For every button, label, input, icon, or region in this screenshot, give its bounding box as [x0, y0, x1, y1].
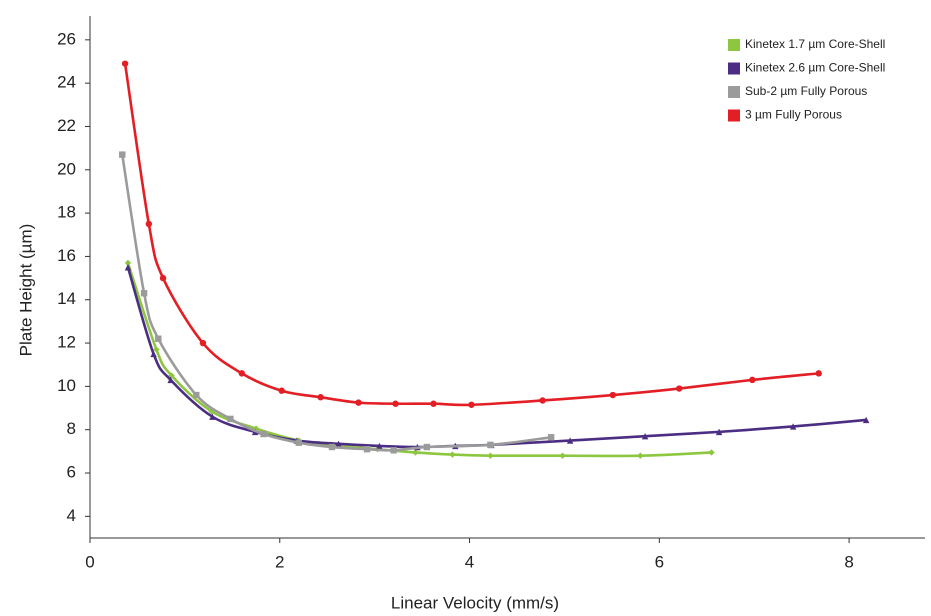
- point: [227, 415, 234, 423]
- x-tick-label: 0: [85, 552, 94, 571]
- y-tick-label: 12: [57, 333, 76, 352]
- y-tick-label: 16: [57, 246, 76, 265]
- curve: [123, 63, 819, 407]
- point: [815, 370, 822, 377]
- x-tick-label: 4: [465, 552, 474, 571]
- point: [260, 430, 267, 438]
- point: [430, 400, 437, 407]
- y-tick-label: 18: [57, 203, 76, 222]
- point: [317, 394, 324, 401]
- point: [167, 376, 174, 384]
- x-tick-label: 6: [655, 552, 664, 571]
- point: [641, 432, 649, 440]
- point: [390, 447, 397, 454]
- y-tick-label: 14: [57, 289, 76, 308]
- point: [637, 452, 644, 459]
- legend-label: Sub-2 µm Fully Porous: [745, 84, 867, 98]
- point: [423, 443, 431, 451]
- point: [193, 391, 200, 399]
- point: [539, 397, 546, 404]
- point: [376, 442, 383, 450]
- y-tick-label: 4: [67, 506, 76, 525]
- point: [119, 151, 126, 158]
- x-axis-title: Linear Velocity (mm/s): [391, 593, 559, 612]
- point: [355, 399, 362, 406]
- curve: [120, 154, 552, 452]
- point: [335, 440, 342, 447]
- point: [124, 259, 132, 267]
- point: [121, 60, 129, 67]
- point: [468, 401, 475, 408]
- point: [862, 416, 870, 424]
- point: [708, 449, 715, 456]
- point: [140, 290, 148, 297]
- point: [278, 387, 285, 394]
- point: [566, 437, 574, 444]
- point: [124, 264, 132, 271]
- point: [547, 434, 555, 441]
- point: [199, 339, 207, 347]
- point: [392, 400, 399, 407]
- point: [449, 451, 456, 458]
- legend-swatch: [728, 86, 740, 98]
- point: [155, 335, 162, 342]
- point: [559, 452, 566, 459]
- y-tick-label: 20: [57, 159, 76, 178]
- point: [295, 439, 302, 446]
- point: [412, 449, 419, 456]
- point: [487, 441, 494, 449]
- y-tick-label: 22: [57, 116, 76, 135]
- point: [609, 391, 617, 399]
- y-tick-label: 8: [67, 419, 76, 438]
- legend-swatch: [728, 62, 740, 75]
- y-tick-label: 6: [67, 463, 76, 482]
- curve: [126, 262, 712, 458]
- x-tick-label: 8: [844, 552, 853, 571]
- point: [159, 274, 167, 282]
- x-tick-label: 2: [275, 552, 284, 571]
- y-axis-title: Plate Height (µm): [16, 224, 35, 357]
- y-tick-label: 10: [57, 376, 76, 395]
- point: [789, 423, 797, 430]
- point: [150, 350, 157, 358]
- point: [715, 428, 723, 436]
- point: [209, 413, 216, 420]
- curve: [126, 266, 867, 449]
- point: [145, 220, 153, 228]
- y-tick-label: 24: [57, 73, 76, 92]
- legend-label: Kinetex 2.6 µm Core-Shell: [745, 61, 885, 75]
- point: [328, 443, 336, 451]
- legend-swatch: [728, 109, 740, 122]
- point: [749, 376, 756, 384]
- y-tick-label: 26: [57, 29, 76, 48]
- point: [168, 372, 175, 379]
- point: [676, 385, 683, 392]
- legend-swatch: [728, 39, 740, 51]
- point: [487, 452, 494, 459]
- point: [363, 445, 371, 453]
- point: [153, 346, 160, 353]
- point: [238, 370, 246, 377]
- legend-label: 3 µm Fully Porous: [745, 108, 842, 122]
- legend-label: Kinetex 1.7 µm Core-Shell: [745, 37, 885, 51]
